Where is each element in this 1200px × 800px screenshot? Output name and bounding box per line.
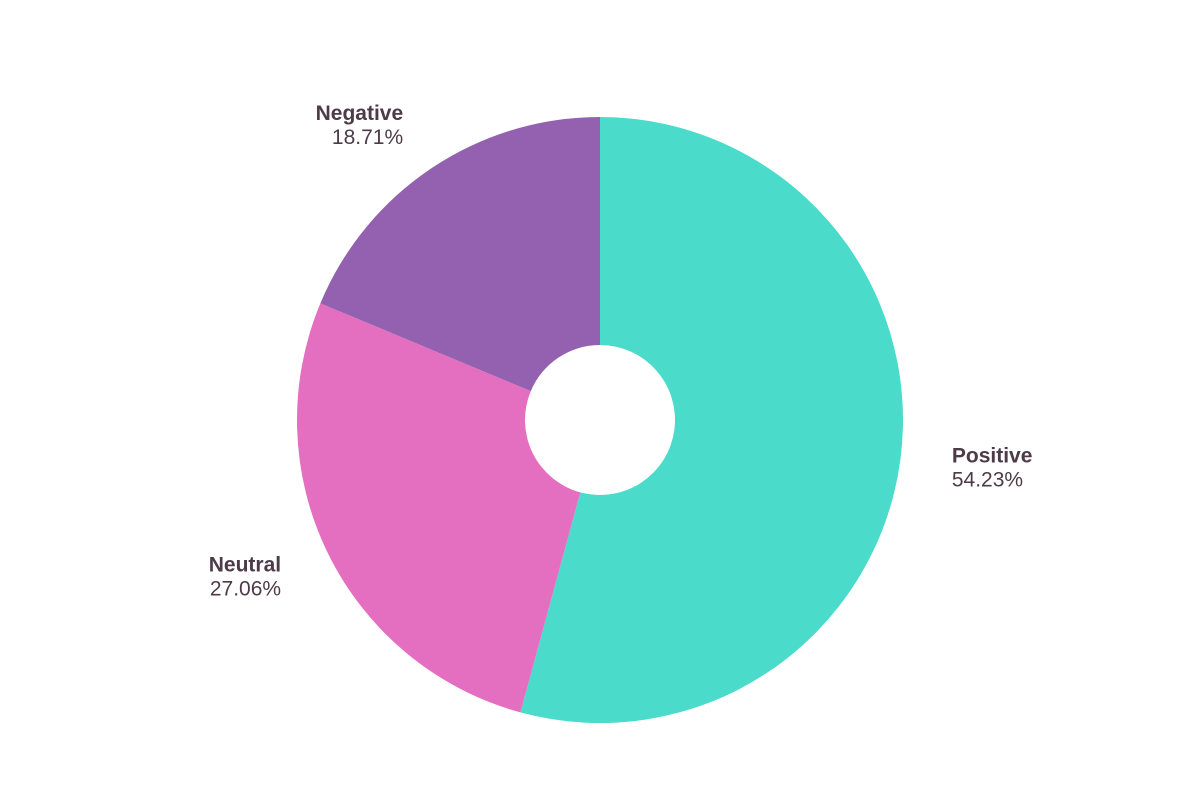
slice-label: Neutral	[209, 554, 281, 577]
slice-value-label: 54.23%	[952, 469, 1023, 492]
slice-value-label: 27.06%	[210, 578, 281, 601]
donut-slice	[320, 117, 600, 392]
slice-label: Positive	[952, 445, 1033, 468]
donut-slice	[297, 303, 581, 713]
slice-label: Negative	[316, 102, 404, 125]
donut-slice	[520, 117, 903, 723]
slice-value-label: 18.71%	[332, 126, 403, 149]
